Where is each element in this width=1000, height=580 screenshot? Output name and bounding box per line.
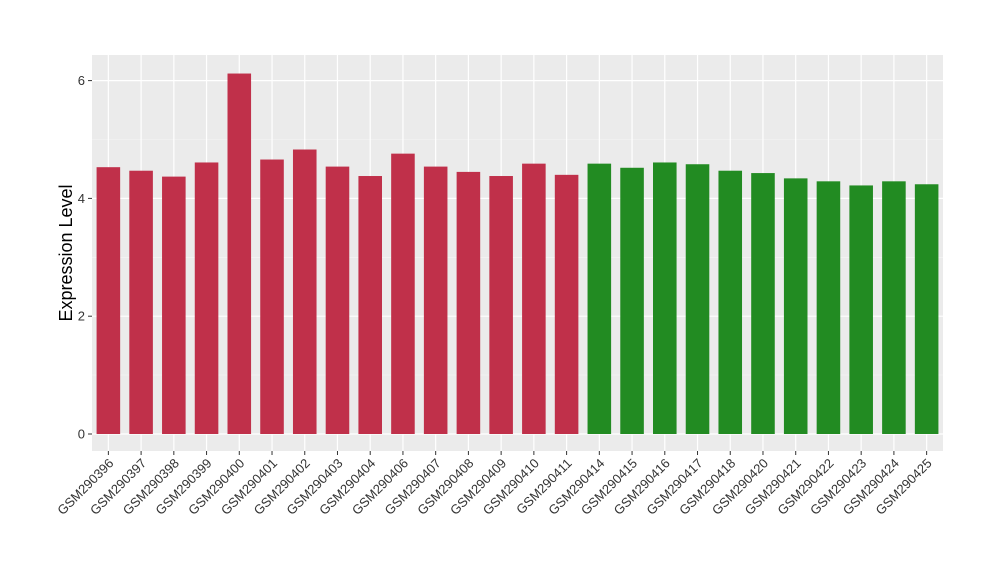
bar-GSM290416 (653, 162, 677, 434)
bar-GSM290425 (914, 184, 939, 434)
bar-GSM290402 (292, 149, 317, 434)
x-axis: GSM290396GSM290397GSM290398GSM290399GSM2… (54, 451, 935, 518)
bar-GSM290414 (587, 163, 612, 435)
bar-GSM290418 (718, 170, 743, 435)
bar-GSM290424 (882, 181, 906, 434)
y-tick-label: 4 (78, 191, 85, 206)
bar-GSM290408 (456, 171, 481, 434)
bar-GSM290404 (358, 176, 382, 434)
bar-GSM290399 (194, 162, 219, 434)
bar-GSM290410 (522, 163, 546, 435)
y-tick-label: 2 (78, 309, 85, 324)
bar-GSM290421 (783, 178, 808, 434)
bar-GSM290398 (162, 176, 186, 434)
bar-GSM290411 (554, 174, 579, 434)
y-tick-label: 6 (78, 73, 85, 88)
bar-GSM290409 (489, 176, 513, 434)
y-axis: 0 2 4 6 (78, 73, 92, 442)
bar-GSM290400 (227, 73, 252, 435)
bar-GSM290403 (325, 166, 350, 434)
bar-GSM290397 (129, 170, 153, 435)
plot-panel (92, 55, 943, 451)
bar-GSM290423 (849, 185, 873, 434)
bars (96, 73, 939, 435)
bar-GSM290415 (620, 167, 644, 434)
bar-GSM290406 (391, 153, 415, 435)
y-axis-title: Expression Level (56, 184, 76, 321)
y-tick-label: 0 (78, 427, 85, 442)
bar-GSM290401 (260, 159, 284, 434)
bar-GSM290417 (685, 164, 710, 434)
bar-GSM290422 (816, 181, 841, 434)
bar-GSM290396 (96, 167, 121, 435)
bar-GSM290420 (751, 173, 775, 434)
bar-GSM290407 (423, 166, 448, 434)
